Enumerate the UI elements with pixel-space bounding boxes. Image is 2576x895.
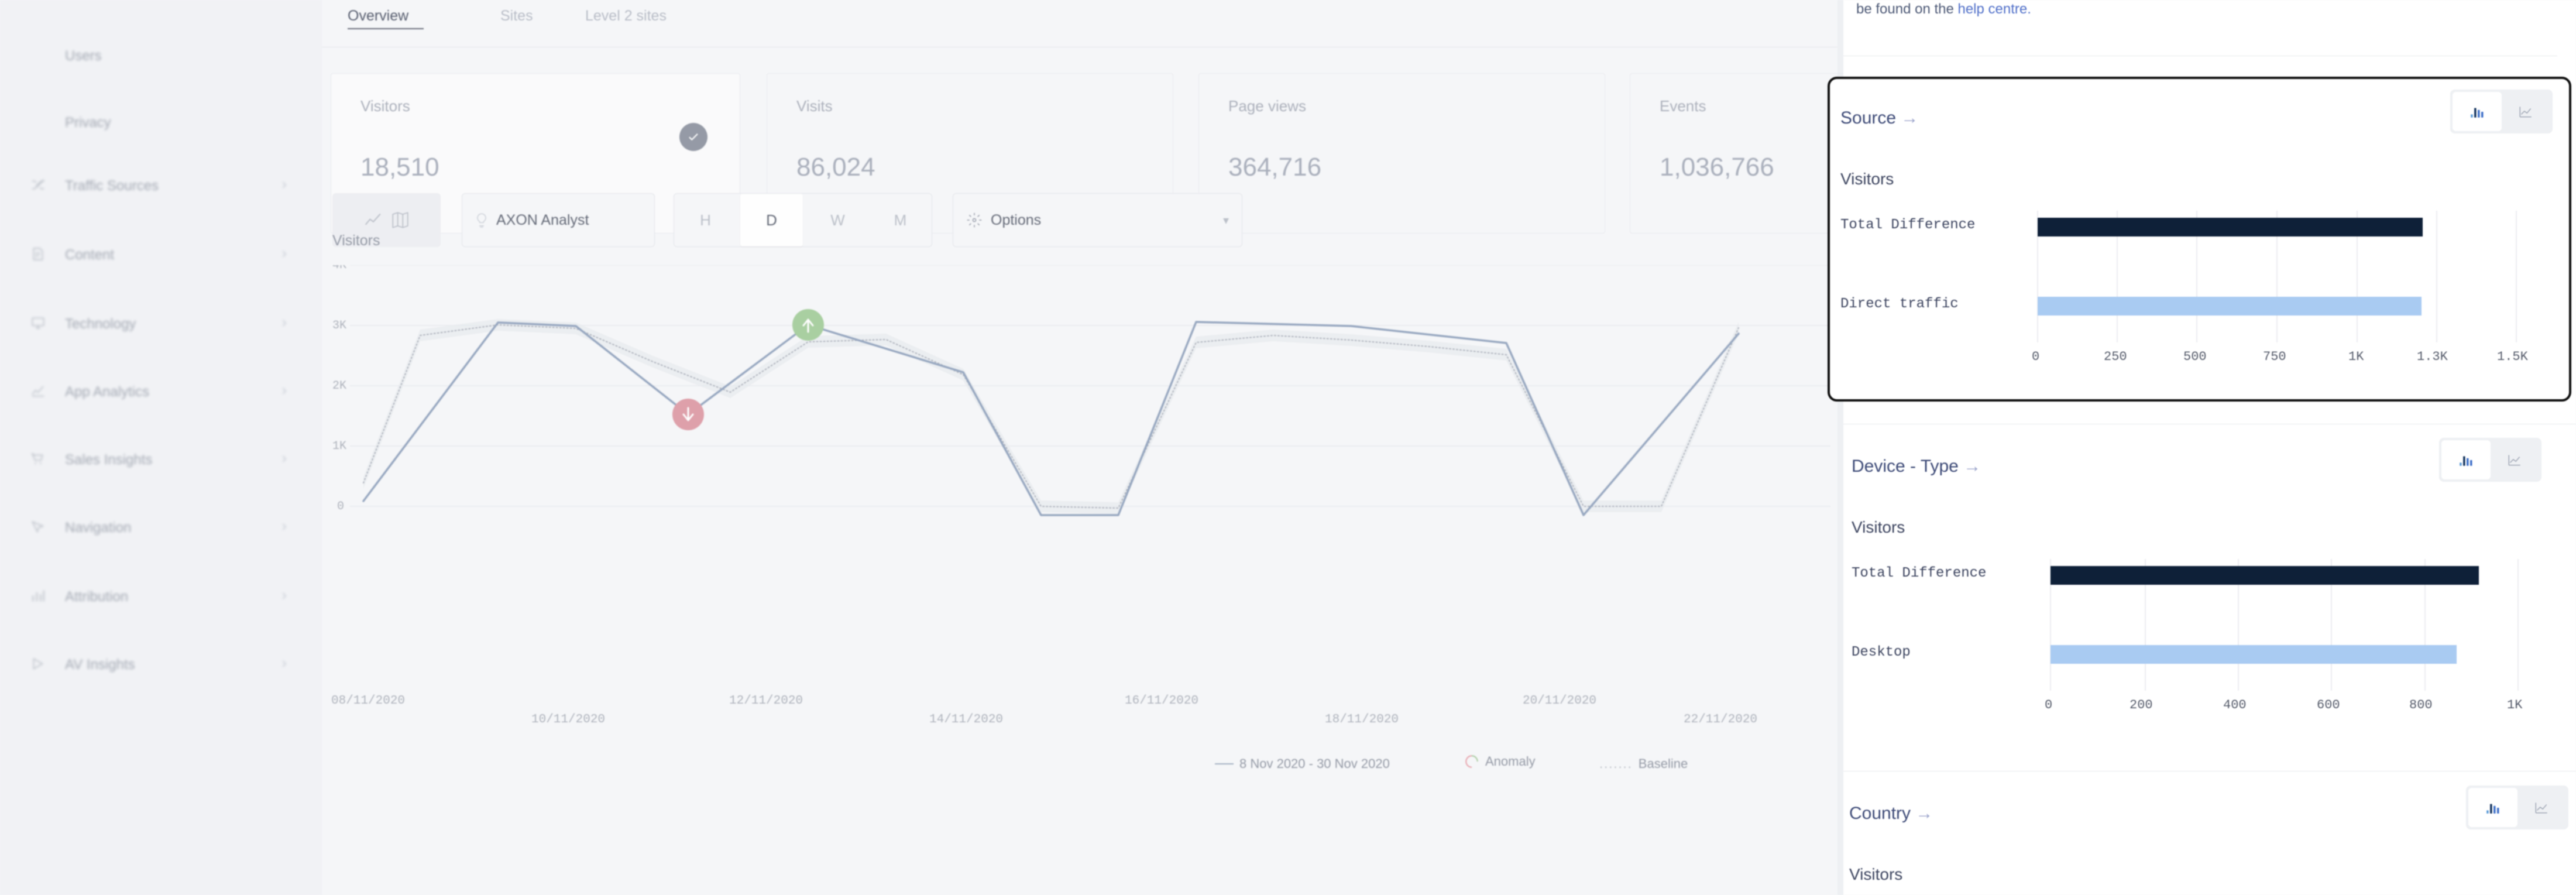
svg-text:2K: 2K	[332, 379, 346, 393]
svg-text:600: 600	[2317, 698, 2340, 712]
svg-text:0: 0	[337, 500, 344, 513]
svg-text:1K: 1K	[2348, 349, 2364, 364]
svg-text:1K: 1K	[2507, 698, 2523, 712]
svg-text:4K: 4K	[332, 265, 346, 272]
svg-text:0: 0	[2032, 349, 2039, 364]
svg-text:500: 500	[2183, 349, 2207, 364]
svg-text:Direct traffic: Direct traffic	[1840, 296, 1959, 312]
svg-text:3K: 3K	[332, 319, 346, 332]
svg-text:Desktop: Desktop	[1852, 644, 1911, 660]
svg-text:200: 200	[2130, 698, 2153, 712]
svg-text:1.3K: 1.3K	[2417, 349, 2448, 364]
svg-text:750: 750	[2263, 349, 2286, 364]
svg-text:Total Difference: Total Difference	[1840, 217, 1975, 233]
svg-text:250: 250	[2104, 349, 2127, 364]
svg-text:1.5K: 1.5K	[2497, 349, 2529, 364]
svg-text:0: 0	[2045, 698, 2052, 712]
svg-text:400: 400	[2223, 698, 2247, 712]
svg-text:1K: 1K	[332, 440, 346, 453]
svg-text:800: 800	[2409, 698, 2433, 712]
svg-text:Total Difference: Total Difference	[1852, 565, 1986, 581]
